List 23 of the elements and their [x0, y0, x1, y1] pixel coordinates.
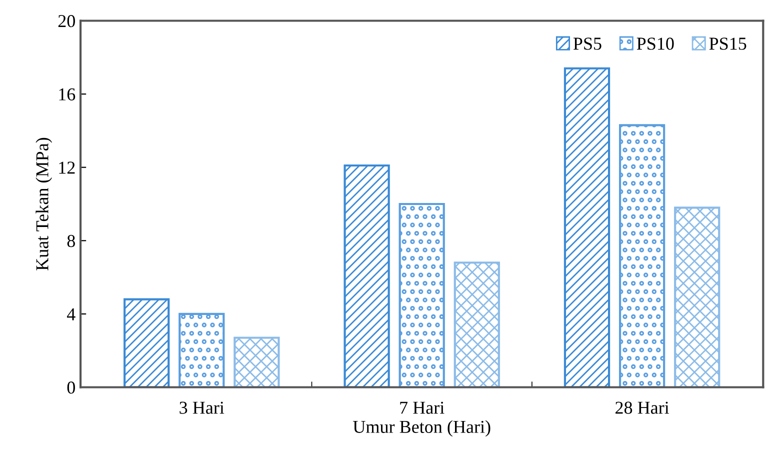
bar	[398, 202, 445, 388]
bar	[234, 336, 280, 388]
y-tick-label: 20	[58, 15, 75, 28]
y-tick-label: 4	[67, 308, 76, 320]
bar	[564, 67, 610, 388]
y-tick-label: 12	[59, 162, 75, 174]
x-tick-label: 3 Hari	[180, 402, 224, 414]
legend-label: PS15	[709, 38, 746, 50]
bar	[344, 164, 390, 388]
bar	[618, 124, 666, 388]
bar	[674, 206, 720, 388]
bar	[124, 298, 170, 388]
bar	[178, 312, 225, 388]
legend-label: PS5	[573, 38, 602, 50]
x-tick-label: 28 Hari	[616, 402, 670, 414]
y-tick-label: 16	[59, 88, 76, 100]
y-tick-label: 0	[67, 381, 75, 394]
x-tick-label: 7 Hari	[400, 402, 444, 414]
legend-label: PS10	[636, 38, 674, 50]
y-axis-title: Kuat Tekan (MPa)	[36, 138, 52, 270]
x-axis-title: Umur Beton (Hari)	[353, 420, 490, 437]
bar	[454, 262, 500, 388]
y-tick-label: 8	[67, 234, 75, 248]
